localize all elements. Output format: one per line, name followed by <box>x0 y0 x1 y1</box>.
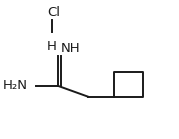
Text: H: H <box>47 39 57 53</box>
Text: NH: NH <box>61 42 81 55</box>
Text: H₂N: H₂N <box>3 79 28 92</box>
Text: Cl: Cl <box>47 6 60 19</box>
